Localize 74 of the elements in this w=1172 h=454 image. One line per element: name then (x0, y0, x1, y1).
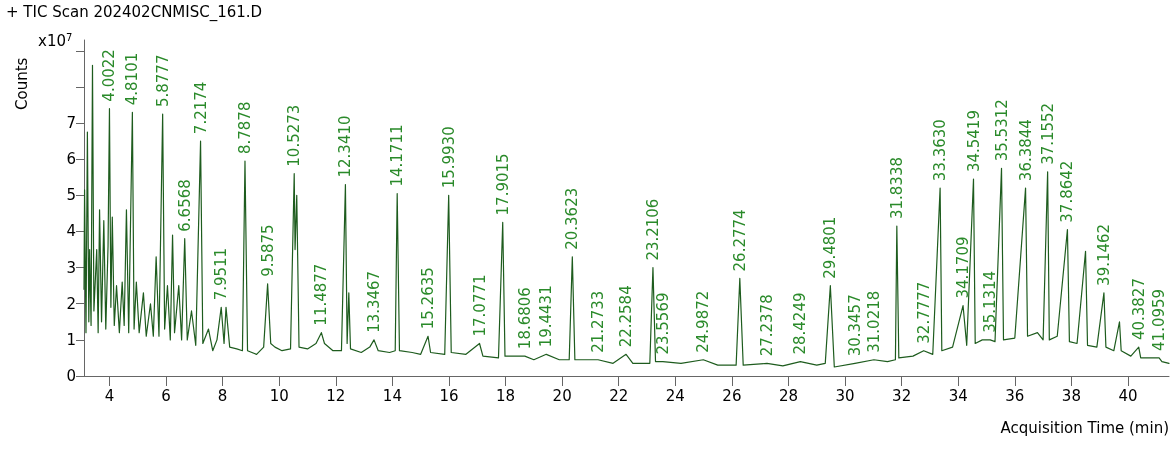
y-tick-label: 6 (66, 150, 76, 169)
y-tick-label: 0 (66, 367, 76, 385)
x-tick-label: 24 (665, 386, 685, 405)
annotation: 4.0022 (100, 49, 119, 102)
x-tick-label: 6 (161, 386, 171, 405)
x-tick-label: 10 (269, 386, 289, 405)
annotation: 7.2174 (191, 81, 210, 135)
annotation: 34.5419 (964, 110, 983, 173)
annotation: 31.0218 (864, 290, 883, 353)
annotation: 9.5875 (258, 224, 277, 277)
annotation: 39.1462 (1094, 223, 1113, 286)
annotation: 35.5312 (992, 99, 1011, 162)
annotation: 24.9872 (694, 290, 713, 353)
y-tick-label: 7 (66, 114, 76, 133)
annotation: 5.8777 (153, 54, 172, 108)
annotation: 40.3827 (1129, 278, 1148, 341)
annotation: 19.4431 (537, 285, 556, 348)
x-tick-label: 8 (217, 386, 228, 405)
annotation: 37.1552 (1038, 102, 1057, 165)
x-tick-label: 16 (439, 386, 459, 405)
x-tick-label: 32 (892, 386, 912, 405)
annotation: 33.3630 (931, 119, 950, 182)
x-tick-label: 18 (496, 386, 516, 405)
x-tick-label: 20 (552, 386, 572, 405)
annotation: 26.2774 (730, 209, 749, 272)
annotation: 12.3410 (336, 115, 355, 178)
annotation: 23.2106 (643, 198, 662, 261)
annotation: 34.1709 (954, 236, 973, 299)
x-tick-label: 12 (326, 386, 346, 405)
x-tick-label: 30 (835, 386, 855, 405)
x-axis-title: Acquisition Time (min) (1000, 418, 1169, 437)
annotation: 27.2378 (757, 294, 776, 357)
y-tick-label: 1 (66, 330, 76, 349)
annotation: 30.3457 (845, 294, 864, 357)
annotation: 17.9015 (493, 153, 512, 216)
y-tick-label: 5 (66, 186, 76, 205)
annotation: 29.4801 (821, 216, 840, 279)
annotation: 14.1711 (388, 124, 407, 187)
x-tick-label: 34 (948, 386, 968, 405)
x-tick-label: 38 (1061, 386, 1081, 405)
annotation: 37.8642 (1058, 160, 1077, 223)
y-tick-label: 2 (66, 294, 76, 313)
annotation: 10.5273 (285, 104, 304, 167)
annotation: 36.3844 (1016, 119, 1035, 182)
annotation: 17.0771 (470, 274, 489, 337)
chart-title: + TIC Scan 202402CNMISC_161.D (6, 2, 263, 22)
annotation: 22.2584 (617, 285, 636, 348)
annotation: 18.6806 (515, 287, 534, 350)
annotation: 7.9511 (212, 247, 231, 301)
annotation: 15.9930 (439, 126, 458, 189)
annotation: 20.3623 (563, 187, 582, 250)
y-tick-label: 4 (66, 222, 76, 241)
annotation: 4.8101 (123, 52, 142, 106)
annotation: 41.0959 (1150, 288, 1169, 351)
annotation: 15.2635 (419, 267, 438, 330)
x-tick-label: 36 (1005, 386, 1025, 405)
annotation: 21.2733 (589, 290, 608, 353)
y-tick-label: 3 (66, 258, 76, 277)
x-tick-label: 26 (722, 386, 742, 405)
annotation: 13.3467 (364, 270, 383, 333)
y-axis-title: Counts (12, 57, 31, 110)
annotation: 31.8338 (887, 157, 906, 220)
x-tick-label: 22 (609, 386, 629, 405)
annotation: 28.4249 (791, 292, 810, 355)
annotation: 11.4877 (312, 263, 331, 326)
annotation: 32.7777 (914, 281, 933, 344)
x-tick-label: 28 (778, 386, 799, 405)
annotation: 6.6568 (175, 179, 194, 232)
annotation: 8.7878 (235, 101, 254, 155)
annotation: 35.1314 (981, 270, 1000, 333)
x-tick-label: 14 (382, 386, 402, 405)
x-tick-label: 4 (104, 386, 115, 405)
x-tick-label: 40 (1118, 386, 1138, 405)
annotation: 23.5569 (653, 292, 672, 355)
